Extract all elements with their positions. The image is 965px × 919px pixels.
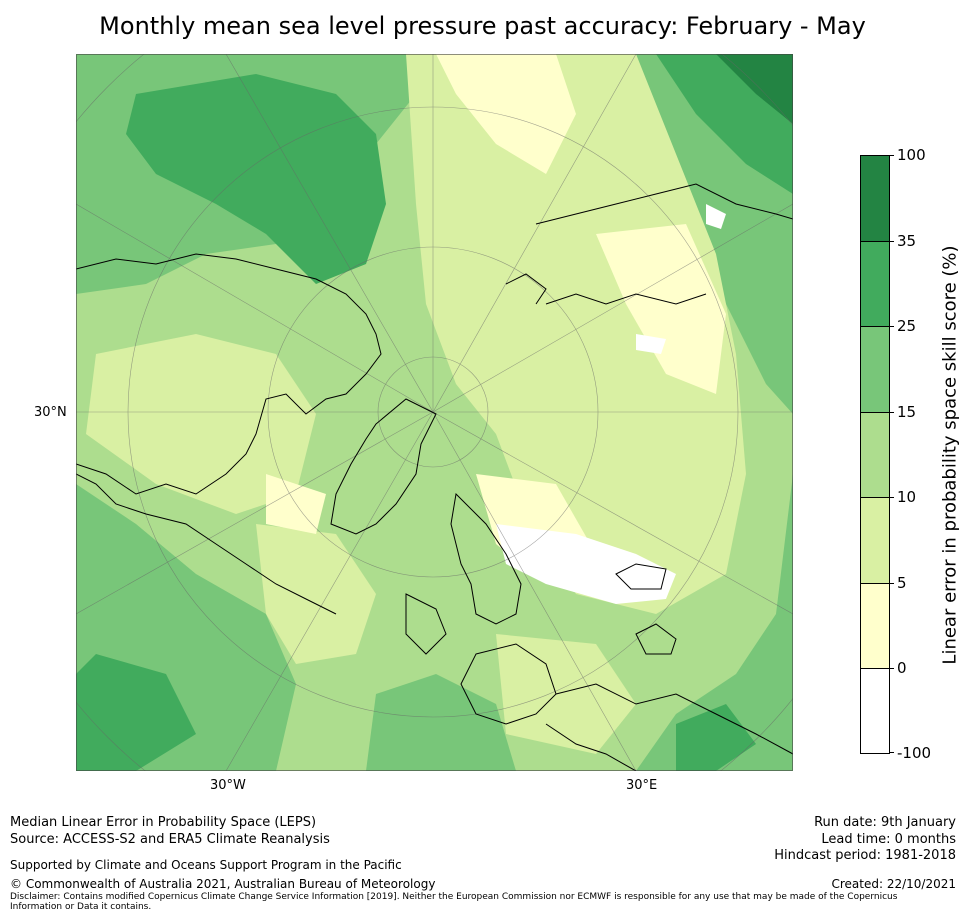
colorbar-tick-label: 25 xyxy=(897,317,917,335)
lead-time-text: Lead time: 0 months xyxy=(821,832,956,847)
copyright-text: © Commonwealth of Australia 2021, Austra… xyxy=(10,877,436,891)
lon-label-30e: 30°E xyxy=(626,778,658,793)
colorbar-tick-label: 100 xyxy=(897,146,926,164)
method-text: Median Linear Error in Probability Space… xyxy=(10,815,317,830)
graticule xyxy=(76,54,793,771)
colorbar-frame xyxy=(860,155,890,754)
colorbar-tick-label: -100 xyxy=(897,744,932,762)
chart-title: Monthly mean sea level pressure past acc… xyxy=(99,12,866,40)
skill-zone-5-10 xyxy=(86,54,746,754)
colorbar-title: Linear error in probability space skill … xyxy=(939,245,961,665)
coastlines xyxy=(76,183,793,771)
colorbar xyxy=(860,155,890,754)
lon-label-30w: 30°W xyxy=(210,778,246,793)
skill-zone-35-100 xyxy=(716,54,793,124)
colorbar-tick-label: 35 xyxy=(897,232,917,250)
polar-map-svg xyxy=(76,54,793,771)
colorbar-tick-label: 0 xyxy=(897,659,907,677)
colorbar-segment-0-5 xyxy=(860,583,890,669)
lat-label-30n: 30°N xyxy=(34,405,67,420)
run-date-text: Run date: 9th January xyxy=(814,815,956,830)
colorbar-tick-label: 15 xyxy=(897,403,917,421)
created-text: Created: 22/10/2021 xyxy=(831,877,956,891)
skill-score-map xyxy=(76,54,793,771)
support-text: Supported by Climate and Oceans Support … xyxy=(10,858,402,872)
colorbar-segment-neg100-0 xyxy=(860,668,890,753)
source-text: Source: ACCESS-S2 and ERA5 Climate Reana… xyxy=(10,832,330,847)
skill-zone-negative xyxy=(496,204,726,604)
disclaimer-text: Disclaimer: Contains modified Copernicus… xyxy=(10,892,898,912)
colorbar-tick-label: 5 xyxy=(897,574,907,592)
hindcast-text: Hindcast period: 1981-2018 xyxy=(774,848,956,863)
colorbar-tick-label: 10 xyxy=(897,488,917,506)
